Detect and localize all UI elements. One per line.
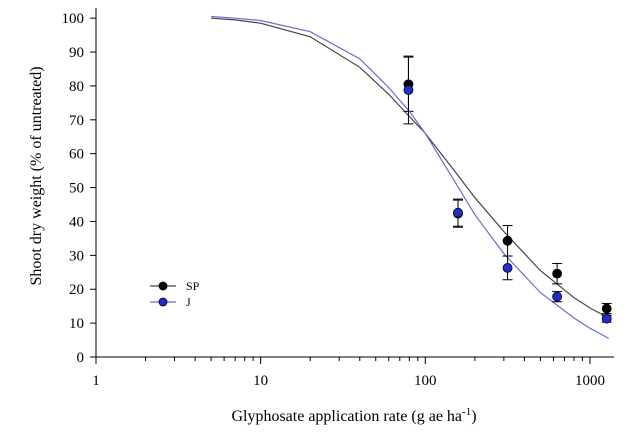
y-tick-label: 30 bbox=[69, 248, 84, 264]
legend-marker-j bbox=[158, 297, 168, 307]
y-tick-label: 50 bbox=[69, 181, 84, 197]
legend-label-sp: SP bbox=[186, 279, 200, 293]
x-tick-label: 1000 bbox=[575, 373, 605, 389]
data-point-j bbox=[403, 85, 414, 95]
y-tick-label: 10 bbox=[69, 316, 84, 332]
data-point-j bbox=[601, 313, 612, 324]
legend-marker-sp bbox=[158, 281, 168, 291]
x-tick-label: 100 bbox=[414, 373, 437, 389]
y-tick-label: 40 bbox=[69, 214, 84, 230]
y-tick-label: 100 bbox=[62, 11, 85, 27]
data-point-sp bbox=[601, 303, 612, 314]
y-tick-label: 90 bbox=[69, 45, 84, 61]
x-axis-title-end: ) bbox=[471, 408, 476, 425]
legend-label-j: J bbox=[186, 295, 191, 309]
data-point-sp bbox=[552, 268, 563, 279]
x-axis-title: Glyphosate application rate (g ae ha-1) bbox=[231, 406, 476, 425]
fit-curve-j bbox=[211, 15, 609, 339]
data-point-j bbox=[453, 207, 463, 218]
legend: SP J bbox=[150, 279, 200, 309]
y-tick-label: 60 bbox=[69, 147, 84, 163]
data-point-j bbox=[552, 291, 563, 302]
y-axis-title: Shoot dry weight (% of untreated) bbox=[28, 66, 45, 285]
y-tick-label: 70 bbox=[69, 113, 84, 129]
x-axis-title-superscript: -1 bbox=[462, 406, 471, 418]
y-tick-label: 20 bbox=[69, 282, 84, 298]
data-point-sp bbox=[502, 235, 513, 246]
x-tick-label: 1 bbox=[92, 373, 100, 389]
y-tick-label: 0 bbox=[77, 350, 85, 366]
x-axis-title-main: Glyphosate application rate (g ae ha bbox=[231, 408, 462, 425]
x-tick-label: 10 bbox=[253, 373, 268, 389]
data-point-j bbox=[502, 262, 513, 273]
fit-curve-sp bbox=[211, 17, 609, 319]
y-tick-label: 80 bbox=[69, 79, 84, 95]
